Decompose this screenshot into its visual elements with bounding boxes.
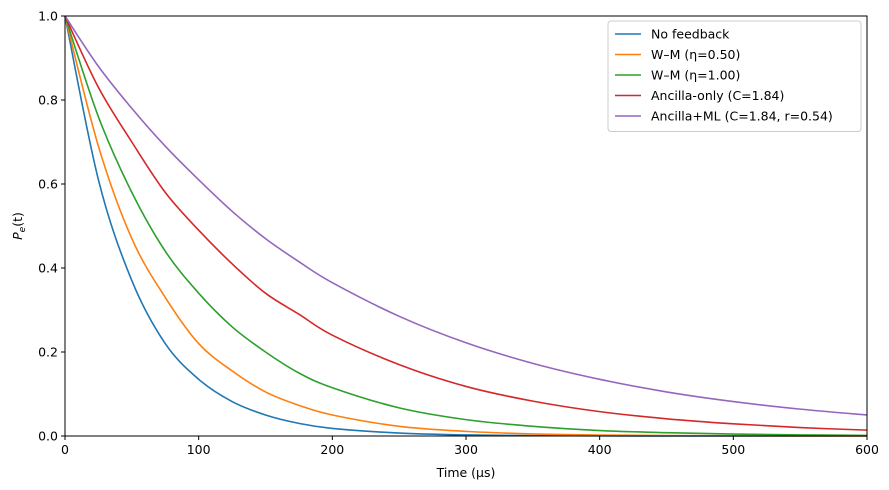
y-tick-label: 0.0 [38, 429, 58, 444]
y-tick-label: 0.4 [38, 261, 58, 276]
legend-label-2: W–M (η=0.50) [651, 47, 740, 62]
legend-box [607, 20, 862, 132]
x-axis: 0 100 200 300 400 500 600 [61, 436, 879, 457]
x-tick-label: 300 [454, 442, 478, 457]
y-tick-label: 0.2 [38, 345, 58, 360]
y-axis: 0.0 0.2 0.4 0.6 0.8 1.0 [38, 9, 65, 444]
y-axis-label-argument: (t) [10, 212, 25, 227]
y-tick-label: 0.6 [38, 177, 58, 192]
x-tick-label: 200 [320, 442, 344, 457]
x-axis-label: Time (µs) [436, 465, 496, 480]
series-line-3 [64, 15, 868, 437]
x-tick-label: 500 [721, 442, 745, 457]
y-axis-label: Pe(t) [10, 212, 28, 240]
y-axis-label-subscript: e [18, 226, 28, 232]
y-axis-label-main: P [10, 232, 25, 240]
y-tick-label: 1.0 [38, 9, 58, 24]
x-tick-label: 400 [588, 442, 612, 457]
legend: No feedback W–M (η=0.50) W–M (η=1.00) Ancil… [607, 20, 862, 132]
x-tick-label: 0 [61, 442, 69, 457]
x-tick-label: 100 [187, 442, 211, 457]
legend-label-3: W–M (η=1.00) [651, 68, 740, 83]
x-tick-label: 600 [855, 442, 879, 457]
legend-label-4: Ancilla-only (C=1.84) [651, 88, 784, 103]
series-line-5 [64, 15, 868, 416]
legend-label-5: Ancilla+ML (C=1.84, r=0.54) [651, 109, 833, 124]
series-line-4 [64, 15, 868, 431]
y-tick-label: 0.8 [38, 93, 58, 108]
legend-label-1: No feedback [651, 27, 730, 42]
